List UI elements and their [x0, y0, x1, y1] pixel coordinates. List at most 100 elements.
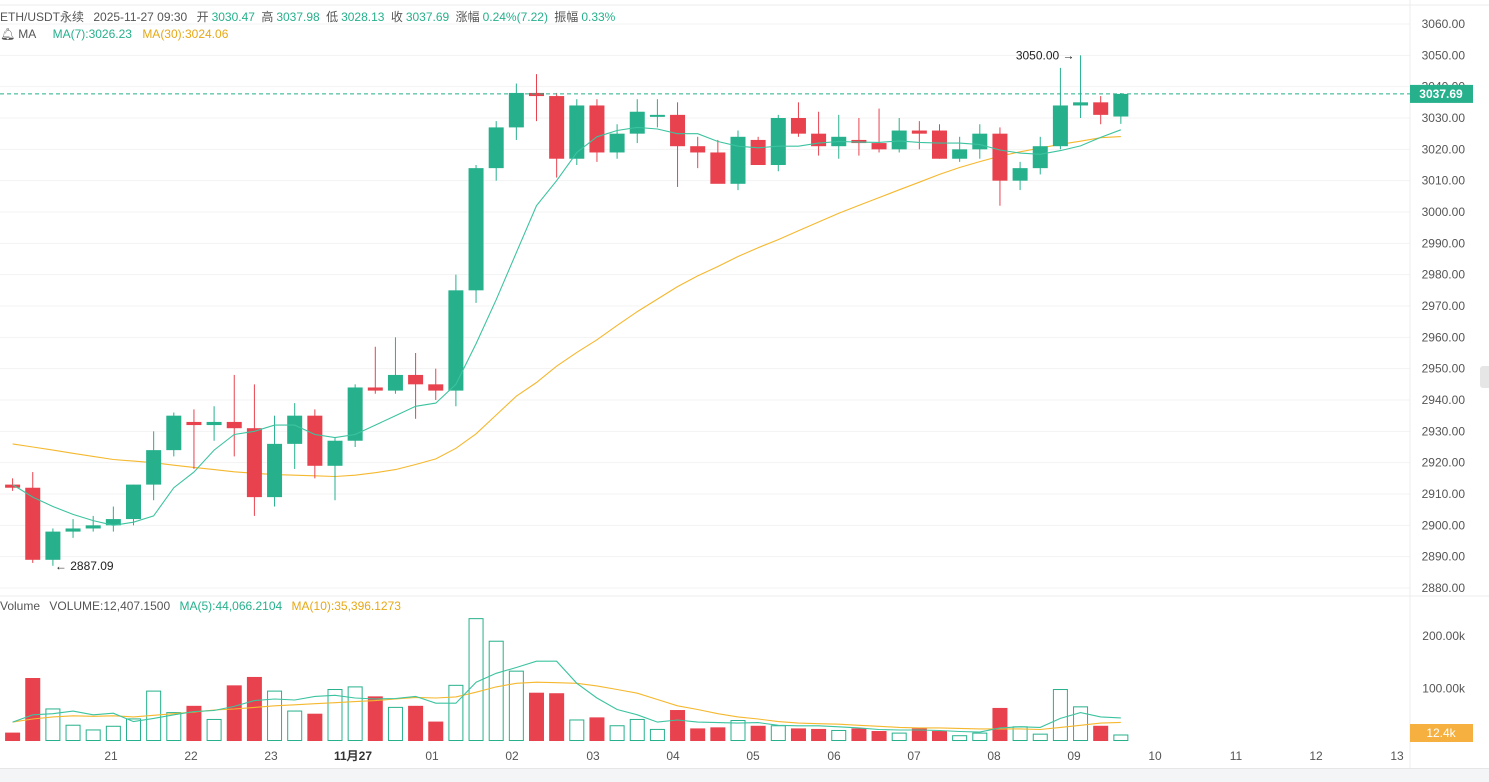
candle-body-4 — [85, 525, 101, 529]
candle-body-19 — [387, 374, 403, 391]
candle-body-36 — [730, 136, 746, 184]
ma30-legend: MA(30):3024.06 — [142, 27, 229, 41]
price-tick-label-16: 2900.00 — [1422, 518, 1466, 532]
candle-body-47 — [952, 149, 968, 159]
candle-body-8 — [166, 415, 182, 451]
price-tick-label-14: 2920.00 — [1422, 456, 1466, 470]
price-tick-label-11: 2950.00 — [1422, 362, 1466, 376]
ma-legend: 🔔︎ MA MA(7):3026.23 MA(30):3024.06 — [0, 27, 231, 41]
candle-body-29 — [589, 105, 605, 153]
price-tick-label-4: 3020.00 — [1422, 142, 1466, 156]
volume-label[interactable]: Volume — [0, 599, 41, 613]
time-tick-label-4: 01 — [425, 749, 439, 763]
volume-tick-label-1: 100.00k — [1422, 682, 1466, 696]
volume-bar-32 — [649, 728, 665, 741]
volume-bar-36 — [730, 720, 746, 741]
volume-bar-1 — [25, 678, 41, 741]
price-axis[interactable]: 3060.003050.003040.003030.003020.003010.… — [1410, 17, 1473, 742]
bell-icon[interactable]: 🔔︎ — [0, 27, 16, 41]
volume-bar-13 — [267, 690, 283, 741]
volume-bar-14 — [287, 710, 303, 741]
candles-layer — [5, 55, 1129, 566]
volume-bar-5 — [105, 725, 121, 742]
volume-bar-6 — [126, 718, 141, 741]
volume-bar-33 — [670, 710, 686, 741]
volume-value: VOLUME:12,407.1500 — [49, 599, 171, 613]
volume-bar-24 — [488, 640, 504, 741]
volume-bar-29 — [589, 717, 605, 741]
price-tick-label-15: 2910.00 — [1422, 487, 1466, 501]
volume-ma5-line — [12, 660, 1121, 733]
candle-body-46 — [932, 130, 947, 159]
candle-body-2 — [45, 531, 61, 560]
time-tick-label-2: 23 — [264, 749, 278, 763]
ma7-line — [12, 126, 1121, 526]
time-tick-label-3: 11月27 — [334, 749, 372, 763]
volume-bar-4 — [85, 729, 101, 742]
open-value: 3030.47 — [211, 10, 255, 24]
candle-body-24 — [488, 127, 504, 169]
volume-bar-41 — [831, 729, 847, 741]
bar-datetime: 2025-11-27 09:30 — [93, 10, 188, 24]
candle-body-16 — [327, 440, 343, 466]
candle-body-44 — [891, 130, 907, 150]
time-tick-label-13: 10 — [1148, 749, 1162, 763]
volume-bar-16 — [327, 689, 343, 742]
price-tick-label-7: 2990.00 — [1422, 236, 1466, 250]
candle-body-55 — [1113, 93, 1129, 117]
candle-body-14 — [287, 415, 303, 444]
candle-body-1 — [25, 487, 41, 560]
change-value: 0.24%(7.22) — [482, 10, 548, 24]
time-tick-label-7: 04 — [666, 749, 680, 763]
candle-body-35 — [710, 152, 726, 184]
time-tick-label-5: 02 — [505, 749, 519, 763]
volume-ma-layer — [12, 660, 1121, 733]
price-tick-label-9: 2970.00 — [1422, 299, 1466, 313]
volume-bar-34 — [690, 728, 706, 741]
candle-body-51 — [1032, 146, 1048, 169]
time-tick-label-8: 05 — [746, 749, 760, 763]
volume-bar-43 — [871, 731, 887, 741]
close-label: 收 — [390, 10, 403, 24]
candle-body-13 — [267, 443, 283, 498]
volume-bar-45 — [911, 728, 927, 741]
volume-bar-55 — [1113, 734, 1129, 741]
change-label: 涨幅 — [455, 10, 480, 24]
candle-body-23 — [468, 168, 484, 291]
candle-body-11 — [226, 421, 242, 429]
candle-body-10 — [206, 421, 222, 426]
time-tick-label-1: 22 — [184, 749, 198, 763]
candle-body-33 — [670, 114, 686, 147]
candle-body-48 — [972, 133, 988, 150]
volume-bar-21 — [428, 721, 444, 741]
side-panel-toggle[interactable] — [1480, 366, 1489, 388]
price-tick-label-18: 2880.00 — [1422, 581, 1466, 595]
volume-legend: Volume VOLUME:12,407.1500 MA(5):44,066.2… — [0, 599, 404, 613]
candle-body-50 — [1012, 168, 1028, 181]
volume-bar-20 — [408, 705, 424, 741]
ma-legend-label[interactable]: MA — [18, 27, 37, 41]
high-label: 高 — [261, 10, 274, 24]
time-tick-label-0: 21 — [104, 749, 118, 763]
time-tick-label-11: 08 — [987, 749, 1001, 763]
volume-bar-30 — [609, 725, 625, 741]
low-label: 低 — [326, 10, 339, 24]
candle-body-49 — [992, 133, 1008, 181]
low-value: 3028.13 — [341, 10, 385, 24]
volume-bar-52 — [1052, 689, 1068, 742]
ma7-line-layer — [12, 126, 1121, 526]
volume-bar-11 — [226, 685, 242, 741]
volume-bar-40 — [811, 728, 827, 741]
price-tick-label-8: 2980.00 — [1422, 268, 1466, 282]
candle-body-0 — [5, 484, 21, 488]
current-price-tag-text: 3037.69 — [1419, 87, 1463, 101]
volume-bar-35 — [710, 727, 726, 741]
candle-body-18 — [367, 387, 383, 391]
time-axis[interactable]: 21 22 23 11月27 01 02 03 04 05 06 07 08 09 10 11 12 13 — [104, 749, 1404, 763]
max-price-annotation: 3050.00 → — [1016, 48, 1075, 62]
candle-body-34 — [690, 146, 706, 153]
candle-body-31 — [629, 111, 645, 134]
volume-bar-17 — [347, 686, 363, 742]
candle-body-5 — [105, 519, 121, 526]
